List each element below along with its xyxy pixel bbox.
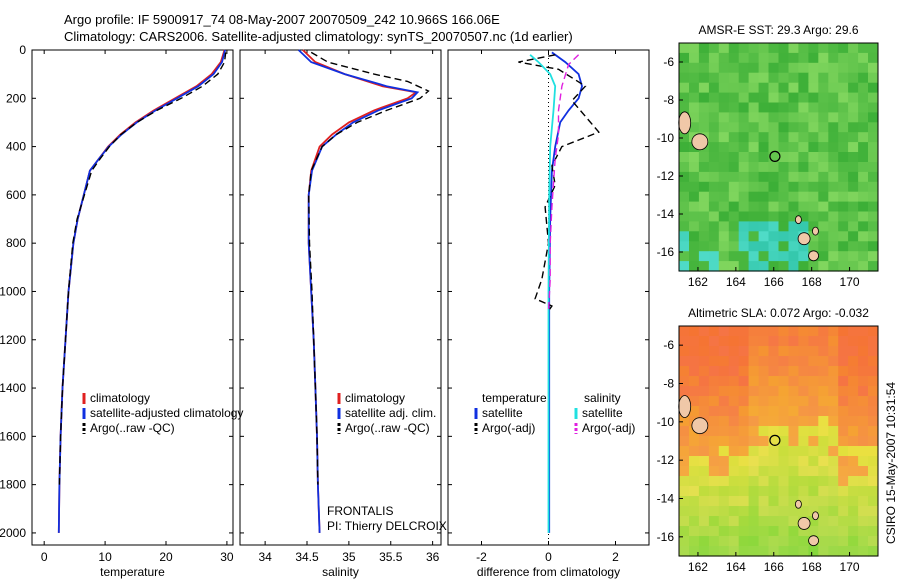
legend-item-argo-sal: Argo(..raw -QC): [345, 421, 430, 435]
legend-item-climatology: climatology: [90, 391, 150, 405]
x-tick-label: 0: [545, 550, 552, 564]
map-x-tick-label: 164: [726, 275, 746, 289]
y-tick-label: 0: [19, 43, 26, 57]
line-panel-salinity: 34 34.5 35 35.5 36 salinity: [239, 49, 442, 579]
map-y-tick-label: -8: [663, 93, 674, 107]
argo-position-marker: [769, 150, 781, 162]
map-y-tick-label: -12: [657, 169, 675, 183]
map-x-tick-label: 168: [802, 275, 822, 289]
map-y-tick-label: -14: [657, 492, 675, 506]
map-x-tick-label: 170: [840, 275, 860, 289]
y-tick-label: 400: [6, 140, 26, 154]
map-x-tick-label: 168: [802, 560, 822, 574]
map-y-tick-label: -10: [657, 415, 675, 429]
legend-item-temp-argo: Argo(-adj): [482, 421, 535, 435]
x-tick-label: -2: [476, 550, 487, 564]
y-tick-label: 2000: [0, 526, 26, 540]
map-y-tick-label: -10: [657, 131, 675, 145]
pi-label: PI: Thierry DELCROIX: [327, 519, 447, 533]
figure-title-line-1: Argo profile: IF 5900917_74 08-May-2007 …: [64, 12, 500, 27]
map-frame: [678, 325, 879, 557]
x-tick-label: 36: [426, 550, 440, 564]
island: [812, 226, 819, 236]
legend-item-satellite-adj-sal: satellite adj. clim.: [345, 406, 436, 420]
legend-header-temperature: temperature: [482, 391, 547, 405]
island: [678, 111, 692, 135]
plot-frame: [31, 49, 234, 546]
y-tick-label: 1000: [0, 284, 26, 298]
y-tick-label: 600: [6, 188, 26, 202]
map-title: Altimetric SLA: 0.072 Argo: -0.032: [688, 306, 869, 320]
y-tick-label: 800: [6, 236, 26, 250]
map-x-tick-label: 162: [688, 275, 708, 289]
legend-item-climatology-sal: climatology: [345, 391, 405, 405]
island: [691, 417, 709, 435]
legend-item-temp-satellite: satellite: [482, 406, 523, 420]
x-tick-label: 35: [342, 550, 356, 564]
map-y-tick-label: -16: [657, 245, 675, 259]
map-y-tick-label: -14: [657, 207, 675, 221]
island: [808, 250, 819, 262]
map-y-tick-label: -6: [663, 338, 674, 352]
y-tick-label: 1600: [0, 429, 26, 443]
y-tick-label: 1800: [0, 478, 26, 492]
figure-title-line-2: Climatology: CARS2006. Satellite-adjuste…: [64, 29, 573, 44]
y-tick-label: 1200: [0, 333, 26, 347]
x-tick-label: 30: [220, 550, 234, 564]
island: [795, 499, 802, 509]
island: [678, 395, 692, 418]
x-tick-label: 2: [612, 550, 619, 564]
map-x-tick-label: 166: [764, 560, 784, 574]
map-frame: [678, 42, 879, 272]
map-panel-sst_map: 162 164 166 168 170 -6 -8 -10 -12 -14 -16 AMSR-E SS…: [657, 23, 879, 289]
line-panel-temperature: 0 10 20 30 0 200 400 600 800 1000 1200 1400 1600 1800…: [0, 43, 234, 579]
island: [691, 133, 709, 151]
map-y-tick-label: -12: [657, 453, 675, 467]
map-y-tick-label: -16: [657, 530, 675, 544]
map-x-tick-label: 162: [688, 560, 708, 574]
x-tick-label: 34: [258, 550, 272, 564]
x-axis-label: temperature: [100, 565, 165, 579]
island: [812, 511, 819, 521]
x-axis-label: difference from climatology: [477, 565, 620, 579]
map-panel-sla_map: 162 164 166 168 170 -6 -8 -10 -12 -14 -16 Altimetri…: [657, 306, 879, 574]
map-y-tick-label: -6: [663, 55, 674, 69]
argo-position-marker: [769, 434, 781, 446]
series-line-temperature-argo-adj-: [518, 54, 600, 312]
island: [795, 215, 802, 225]
island: [808, 535, 819, 547]
series-line-salinity-satellite: [529, 54, 557, 533]
plot-frame: [239, 49, 442, 546]
x-axis-label: salinity: [322, 565, 359, 579]
series-line-argo-raw-qc-: [58, 52, 227, 485]
x-tick-label: 10: [98, 550, 112, 564]
x-tick-label: 35.5: [379, 550, 403, 564]
x-tick-label: 34.5: [295, 550, 319, 564]
legend-item-argo: Argo(..raw -QC): [90, 421, 175, 435]
x-tick-label: 0: [41, 550, 48, 564]
y-tick-label: 1400: [0, 381, 26, 395]
x-tick-label: 20: [159, 550, 173, 564]
map-x-tick-label: 170: [840, 560, 860, 574]
legend-item-sal-satellite: satellite: [582, 406, 623, 420]
island: [797, 517, 811, 530]
map-x-tick-label: 164: [726, 560, 746, 574]
legend-item-sal-argo: Argo(-adj): [582, 421, 635, 435]
map-title: AMSR-E SST: 29.3 Argo: 29.6: [698, 23, 858, 37]
frontalis-label: FRONTALIS: [327, 504, 393, 518]
legend-header-salinity: salinity: [584, 391, 621, 405]
map-y-tick-label: -8: [663, 377, 674, 391]
island: [797, 232, 811, 246]
map-x-tick-label: 166: [764, 275, 784, 289]
legend-item-satellite-adjusted: satellite-adjusted climatology: [90, 406, 243, 420]
series-line-argo-raw-qc-: [307, 51, 430, 485]
y-tick-label: 200: [6, 91, 26, 105]
